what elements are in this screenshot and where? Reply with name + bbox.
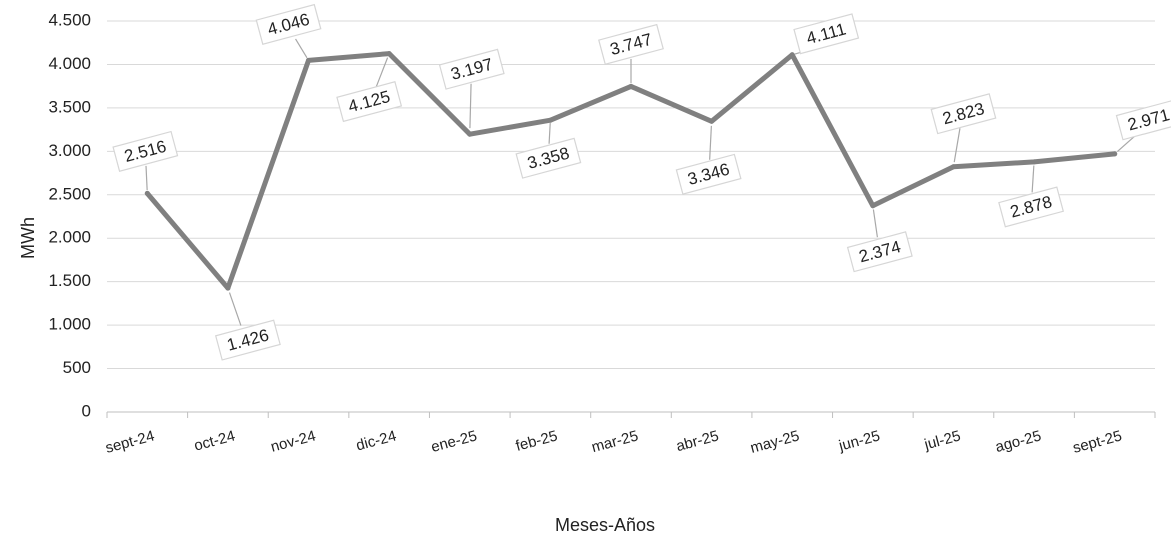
data-point xyxy=(225,285,231,291)
x-tick-label: oct-24 xyxy=(192,427,237,454)
y-tick-label: 4.500 xyxy=(48,10,91,29)
data-label: 3.358 xyxy=(515,137,582,179)
data-label: 2.971 xyxy=(1115,99,1171,141)
data-label-box xyxy=(930,93,997,135)
y-tick-label: 0 xyxy=(82,401,91,420)
data-label: 4.046 xyxy=(255,3,322,46)
data-label-leader xyxy=(228,292,242,326)
x-tick-label: ago-25 xyxy=(994,427,1044,456)
data-label-box xyxy=(1115,99,1171,141)
data-label-box xyxy=(438,48,505,90)
data-label-box xyxy=(598,23,664,66)
data-label: 2.878 xyxy=(998,186,1065,228)
data-point xyxy=(950,164,956,170)
x-tick-label: feb-25 xyxy=(514,427,559,454)
y-axis-title: MWh xyxy=(18,217,38,259)
data-point xyxy=(628,83,634,89)
data-label: 1.426 xyxy=(214,319,281,361)
x-tick-label: jul-25 xyxy=(922,427,963,453)
data-label-leader xyxy=(953,128,961,163)
data-label: 3.197 xyxy=(438,48,505,90)
data-point xyxy=(709,118,715,124)
y-tick-label: 3.500 xyxy=(48,97,91,116)
data-label-box xyxy=(214,319,281,361)
x-tick-label: mar-25 xyxy=(590,427,640,456)
x-tick-label: ene-25 xyxy=(429,427,479,456)
x-tick-label: dic-24 xyxy=(354,427,398,454)
y-tick-label: 1.000 xyxy=(48,315,91,334)
gridlines xyxy=(106,20,1156,418)
data-label: 4.111 xyxy=(793,13,860,55)
data-point xyxy=(547,117,553,123)
data-label-box xyxy=(846,231,913,273)
data-label: 3.346 xyxy=(675,153,742,195)
data-point xyxy=(870,203,876,209)
data-label-box xyxy=(515,137,582,179)
data-label-leader xyxy=(709,125,712,160)
data-label-box xyxy=(793,13,860,55)
data-label-leader xyxy=(1031,165,1035,193)
data-label-leader xyxy=(872,209,878,238)
y-tick-label: 3.000 xyxy=(48,141,91,160)
y-tick-label: 4.000 xyxy=(48,54,91,73)
data-label-leader xyxy=(375,57,389,88)
data-point xyxy=(144,190,150,196)
data-label-box xyxy=(112,130,179,172)
series-layer xyxy=(144,51,1118,291)
y-axis-ticks: 0 500 1.000 1.500 2.000 2.500 3.000 3.500 4.000 4… xyxy=(48,10,91,420)
y-tick-label: 1.500 xyxy=(48,271,91,290)
data-label-leader xyxy=(295,38,308,59)
data-label-box xyxy=(255,3,322,46)
data-label: 4.125 xyxy=(336,81,403,123)
y-tick-label: 2.000 xyxy=(48,228,91,247)
x-tick-label: sept-25 xyxy=(1071,427,1124,456)
data-point xyxy=(386,51,392,57)
x-tick-label: jun-25 xyxy=(836,427,882,454)
y-tick-label: 500 xyxy=(63,358,91,377)
data-label-box xyxy=(336,81,403,123)
x-tick-label: may-25 xyxy=(749,427,802,456)
x-axis-ticks: sept-24 oct-24 nov-24 dic-24 ene-25 feb-25 mar… xyxy=(104,427,1124,456)
y-tick-label: 2.500 xyxy=(48,184,91,203)
data-label-leaders xyxy=(145,38,1138,326)
x-tick-label: abr-25 xyxy=(674,427,720,455)
data-point xyxy=(789,52,795,58)
data-label-box xyxy=(675,153,742,195)
data-label: 2.823 xyxy=(930,93,997,135)
data-point xyxy=(306,57,312,63)
data-point xyxy=(1112,151,1118,157)
data-label-leader xyxy=(469,83,472,129)
x-tick-label: nov-24 xyxy=(269,427,318,455)
data-label: 3.747 xyxy=(598,23,664,66)
data-labels: 2.516 1.426 4.046 4.125 3.197 3.358 3.747 3.346… xyxy=(112,3,1171,361)
data-label-leader xyxy=(145,165,148,191)
data-label: 2.516 xyxy=(112,130,179,172)
data-point xyxy=(467,131,473,137)
data-label-box xyxy=(998,186,1065,228)
data-point xyxy=(1031,159,1037,165)
data-label-leader xyxy=(548,123,551,144)
x-axis-title: Meses-Años xyxy=(555,515,655,535)
x-tick-label: sept-24 xyxy=(104,427,157,456)
